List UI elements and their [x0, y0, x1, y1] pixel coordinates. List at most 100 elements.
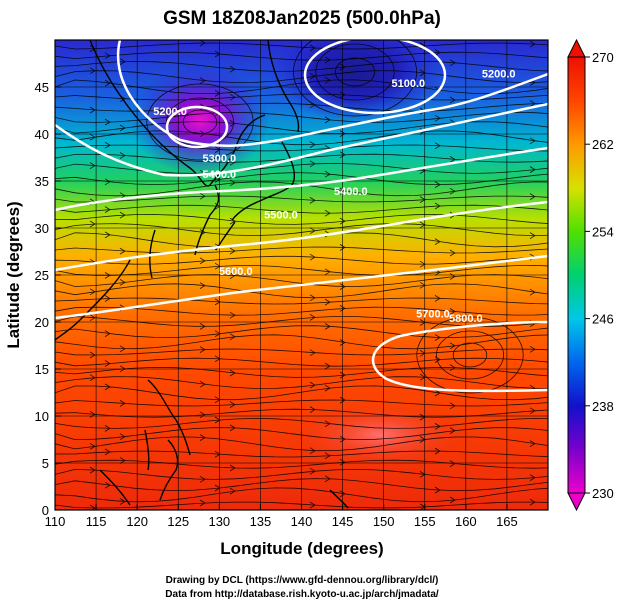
streamline: [55, 436, 548, 452]
stream-arrow: [529, 474, 536, 481]
stream-arrow: [214, 146, 221, 153]
stream-arrow: [449, 187, 456, 195]
stream-arrow: [214, 396, 221, 404]
stream-arrow: [434, 181, 441, 188]
colorbar-tick-label: 254: [592, 224, 614, 239]
stream-arrow: [449, 249, 456, 257]
stream-arrow: [214, 50, 221, 58]
stream-arrow: [229, 120, 236, 127]
stream-arrow: [229, 217, 236, 225]
colorbar-scale: [567, 56, 586, 494]
stream-arrow: [324, 384, 331, 392]
streamline: [55, 325, 548, 338]
vortex-streamline: [146, 83, 254, 161]
stream-arrow: [214, 90, 221, 97]
stream-arrow: [229, 464, 236, 472]
vortex-streamline: [315, 43, 395, 101]
x-tick-label: 130: [208, 514, 230, 529]
stream-arrow: [89, 288, 96, 296]
credit-data: Data from http://database.rish.kyoto-u.a…: [165, 589, 439, 600]
stream-arrow: [529, 166, 536, 173]
stream-arrow: [309, 467, 316, 475]
contour-5400: [55, 146, 548, 212]
stream-arrow: [309, 141, 316, 148]
streamline: [55, 417, 548, 429]
stream-arrow: [104, 206, 111, 213]
contour-label: 5700.0: [416, 308, 450, 320]
y-tick-label: 15: [35, 362, 49, 377]
stream-arrow: [449, 342, 456, 350]
streamline: [55, 501, 548, 509]
streamline: [55, 366, 548, 378]
stream-arrow: [434, 142, 441, 150]
streamline: [55, 204, 548, 214]
stream-arrow: [339, 151, 346, 159]
stream-arrow: [529, 440, 536, 447]
stream-arrow: [119, 345, 126, 353]
stream-arrow: [229, 424, 236, 432]
stream-arrow: [339, 396, 346, 404]
stream-arrow: [104, 383, 111, 391]
credit-drawing: Drawing by DCL (https://www.gfd-dennou.o…: [166, 575, 439, 586]
streamline: [55, 195, 548, 203]
stream-arrow: [434, 49, 441, 56]
stream-arrow: [309, 406, 316, 413]
stream-arrow: [119, 400, 126, 407]
x-tick-label: 165: [496, 514, 518, 529]
stream-arrow: [89, 162, 96, 169]
stream-arrow: [324, 268, 331, 276]
streamline: [55, 399, 548, 407]
stream-arrow: [119, 58, 126, 65]
streamline: [55, 213, 548, 225]
colorbar-tick-label: 270: [592, 50, 614, 65]
stream-arrow: [434, 334, 441, 341]
stream-arrow: [229, 272, 236, 279]
contour-label: 5100.0: [391, 78, 425, 90]
stream-arrow: [119, 124, 126, 132]
stream-arrow: [89, 443, 96, 450]
y-axis: 0 5 10 15 20 25 30 35 40 45: [35, 80, 61, 518]
stream-arrow: [229, 401, 236, 408]
stream-arrow: [199, 40, 206, 47]
stream-arrow: [529, 100, 536, 107]
streamline: [55, 450, 548, 458]
stream-arrow: [104, 330, 111, 337]
stream-arrow: [324, 452, 331, 460]
stream-arrow: [529, 498, 536, 506]
stream-arrow: [434, 295, 441, 302]
contour-5300: [55, 102, 548, 177]
stream-arrow: [449, 402, 456, 410]
stream-arrow: [434, 238, 441, 245]
streamline: [55, 130, 548, 146]
streamline: [55, 487, 548, 503]
stream-arrow: [434, 447, 441, 455]
x-tick-label: 145: [332, 514, 354, 529]
x-tick-label: 150: [373, 514, 395, 529]
y-tick-label: 35: [35, 174, 49, 189]
stream-arrow: [119, 279, 126, 286]
warm-area: [290, 400, 470, 470]
stream-arrow: [104, 79, 111, 87]
stream-arrow: [119, 211, 126, 219]
stream-arrow: [434, 114, 441, 122]
stream-arrow: [309, 227, 316, 235]
streamline: [55, 121, 548, 135]
contour-label: 5200.0: [153, 106, 187, 118]
stream-arrow: [119, 457, 126, 464]
y-tick-label: 0: [42, 503, 49, 518]
stream-arrow: [449, 273, 456, 280]
stream-arrow: [119, 498, 126, 505]
x-tick-label: 110: [45, 514, 66, 529]
stream-arrow: [89, 220, 96, 228]
stream-arrow: [214, 330, 221, 338]
streamline: [55, 162, 548, 174]
stream-arrow: [339, 283, 346, 290]
vortex-streamline: [416, 316, 524, 394]
stream-arrow: [199, 380, 206, 388]
stream-arrow: [324, 56, 331, 64]
stream-arrow: [339, 305, 346, 312]
streamline: [55, 51, 548, 61]
vortex-streamline: [435, 330, 504, 380]
stream-arrow: [339, 244, 346, 251]
